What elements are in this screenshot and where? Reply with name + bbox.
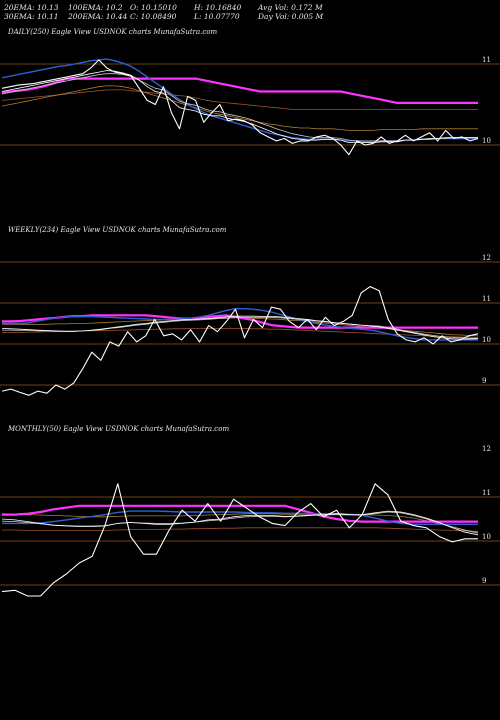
high-readout: H: 10.16840 — [194, 3, 242, 12]
series-line-price — [1, 483, 478, 597]
series-line-price — [1, 286, 479, 396]
panel-title: MONTHLY(50) Eagle View USDNOK charts Mun… — [7, 425, 229, 433]
series-line-ema100 — [1, 85, 478, 131]
ema30-readout: 30EMA: 10.11 — [4, 12, 59, 21]
y-tick-label: 11 — [482, 56, 491, 64]
series-line-ema20 — [1, 70, 478, 144]
y-tick-label: 9 — [482, 377, 486, 385]
y-tick-label: 11 — [482, 489, 491, 497]
y-tick-label: 12 — [482, 254, 491, 262]
series-line-ema200 — [1, 89, 478, 110]
series-line-ema30 — [1, 511, 479, 534]
avg-vol-readout: Avg Vol: 0.172 M — [258, 3, 323, 12]
y-tick-label: 11 — [482, 295, 491, 303]
series-line-ema20 — [1, 315, 479, 340]
series-line-blue — [2, 308, 478, 341]
ema200-readout: 200EMA: 10.44 — [68, 12, 128, 21]
y-tick-label: 9 — [482, 577, 486, 585]
series-line-ema30 — [1, 73, 478, 142]
series-line-ema200 — [2, 327, 479, 338]
series-line-magenta — [2, 504, 478, 523]
day-vol-readout: Day Vol: 0.005 M — [258, 12, 324, 21]
y-tick-label: 12 — [482, 445, 491, 453]
ema100-readout: 100EMA: 10.2 — [68, 3, 123, 12]
ema20-readout: 20EMA: 10.13 — [4, 3, 59, 12]
y-tick-label: 10 — [482, 137, 491, 145]
header-row-2: 30EMA: 10.11 200EMA: 10.44 C: 10.08490 L: 1… — [4, 12, 323, 21]
series-line-magenta — [1, 77, 478, 105]
header-row-1: 20EMA: 10.13 100EMA: 10.2 O: 10.15010 H: 10… — [4, 3, 323, 12]
open-readout: O: 10.15010 — [130, 3, 177, 12]
series-line-blue — [2, 510, 478, 525]
y-tick-label: 10 — [482, 336, 491, 344]
close-readout: C: 10.08490 — [130, 12, 177, 21]
panel-title: WEEKLY(234) Eagle View USDNOK charts Mun… — [8, 226, 227, 234]
indicator-header: 20EMA: 10.13 100EMA: 10.2 O: 10.15010 H: 10… — [0, 0, 500, 22]
y-tick-label: 10 — [482, 533, 491, 541]
chart-panel-2: MONTHLY(50) Eagle View USDNOK charts Mun… — [0, 425, 500, 597]
chart-panel-1: WEEKLY(234) Eagle View USDNOK charts Mun… — [0, 226, 500, 396]
series-line-ema20 — [1, 510, 479, 536]
series-line-price — [1, 59, 479, 156]
series-line-ema200 — [2, 527, 479, 532]
chart-panel-0: DAILY(250) Eagle View USDNOK charts Muna… — [0, 28, 500, 156]
low-readout: L: 10.07770 — [194, 12, 240, 21]
panel-title: DAILY(250) Eagle View USDNOK charts Muna… — [7, 28, 218, 36]
